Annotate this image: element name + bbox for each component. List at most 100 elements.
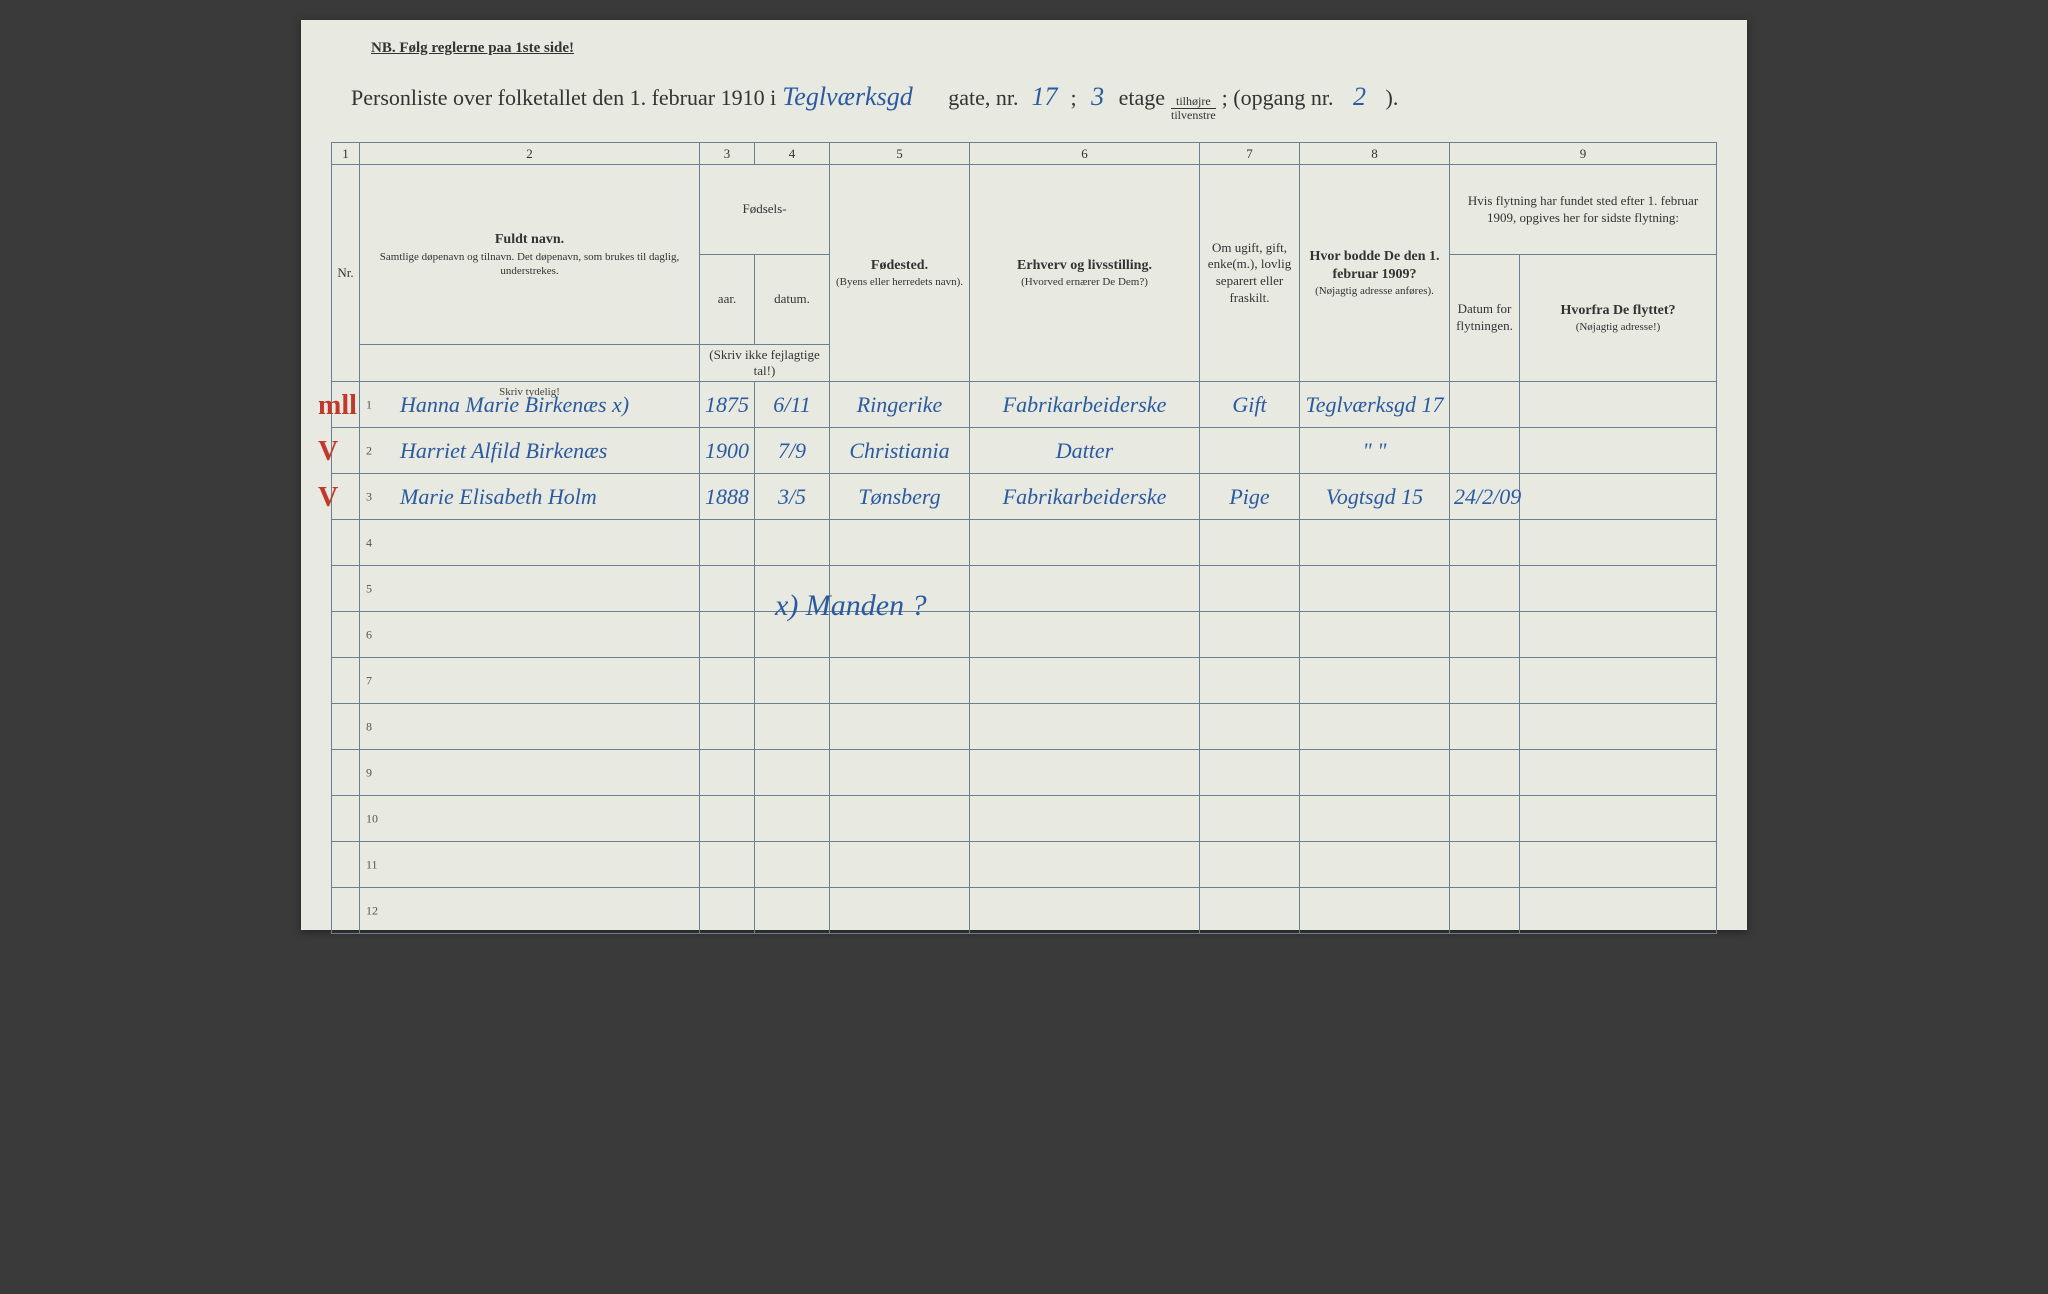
- birthplace-cell: [830, 658, 970, 704]
- marital-cell: [1200, 520, 1300, 566]
- row-number-label: 11: [366, 857, 378, 872]
- name-cell: 6: [360, 612, 700, 658]
- etage-label: etage: [1119, 85, 1165, 111]
- header-aar-note: (Skriv ikke fejlagtige tal!): [700, 345, 830, 382]
- occupation-cell: [970, 520, 1200, 566]
- move-date-cell: [1450, 750, 1520, 796]
- occupation-cell: Fabrikarbeiderske: [970, 474, 1200, 520]
- name-cell: 9: [360, 750, 700, 796]
- move-from-cell: [1520, 566, 1717, 612]
- move-from-cell: [1520, 474, 1717, 520]
- row-number-cell: [332, 520, 360, 566]
- move-date-cell: [1450, 842, 1520, 888]
- row-number-cell: V: [332, 428, 360, 474]
- date-cell: 3/5: [755, 474, 830, 520]
- move-date-cell: [1450, 796, 1520, 842]
- move-from-cell: [1520, 796, 1717, 842]
- marital-cell: Gift: [1200, 382, 1300, 428]
- year-cell: [700, 612, 755, 658]
- date-cell: [755, 888, 830, 934]
- occupation-cell: Fabrikarbeiderske: [970, 382, 1200, 428]
- year-cell: 1888: [700, 474, 755, 520]
- row-number-label: 7: [366, 673, 372, 688]
- prev-address-cell: [1300, 842, 1450, 888]
- title-close: ).: [1386, 85, 1399, 111]
- date-cell: 6/11: [755, 382, 830, 428]
- year-cell: [700, 520, 755, 566]
- table-row: mll1Skriv tydelig!Hanna Marie Birkenæs x…: [332, 382, 1717, 428]
- nb-instruction: NB. Følg reglerne paa 1ste side!: [371, 40, 1717, 57]
- occupation-cell-value: Fabrikarbeiderske: [1003, 392, 1167, 417]
- row-number-cell: [332, 566, 360, 612]
- header-nr: Nr.: [332, 165, 360, 382]
- prev-address-cell-value: " ": [1363, 438, 1387, 463]
- date-cell: [755, 658, 830, 704]
- move-date-cell: [1450, 612, 1520, 658]
- name-cell: 5: [360, 566, 700, 612]
- marital-cell: [1200, 612, 1300, 658]
- marital-cell: [1200, 658, 1300, 704]
- header-flyt-dato: Datum for flytningen.: [1450, 255, 1520, 382]
- marital-cell: [1200, 428, 1300, 474]
- date-cell: [755, 842, 830, 888]
- move-from-cell: [1520, 520, 1717, 566]
- date-cell: x) Manden ?: [755, 566, 830, 612]
- row-number-cell: mll: [332, 382, 360, 428]
- occupation-cell: [970, 566, 1200, 612]
- table-row: 5 x) Manden ?: [332, 566, 1717, 612]
- year-cell: [700, 750, 755, 796]
- prev-address-cell: [1300, 566, 1450, 612]
- row-number-cell: [332, 612, 360, 658]
- row-number-label: 1: [366, 397, 372, 412]
- date-cell-value: 7/9: [778, 438, 806, 463]
- name-cell: 11: [360, 842, 700, 888]
- skriv-tydelig-note: Skriv tydelig!: [499, 386, 560, 398]
- date-cell: [755, 704, 830, 750]
- year-cell-value: 1900: [705, 438, 749, 463]
- row-number-cell: [332, 842, 360, 888]
- date-cell: 7/9: [755, 428, 830, 474]
- occupation-cell: [970, 704, 1200, 750]
- name-cell: 4: [360, 520, 700, 566]
- title-row: Personliste over folketallet den 1. febr…: [351, 82, 1717, 122]
- table-row: 7: [332, 658, 1717, 704]
- birthplace-cell: [830, 520, 970, 566]
- occupation-cell: [970, 888, 1200, 934]
- table-row: 8: [332, 704, 1717, 750]
- prev-address-cell: [1300, 658, 1450, 704]
- move-date-cell: [1450, 520, 1520, 566]
- table-row: V3Marie Elisabeth Holm18883/5TønsbergFab…: [332, 474, 1717, 520]
- table-row: 10: [332, 796, 1717, 842]
- row-number-cell: [332, 796, 360, 842]
- date-cell: [755, 750, 830, 796]
- tilhojre-stack: tilhøjre tilvenstre: [1171, 95, 1216, 122]
- marital-cell: [1200, 888, 1300, 934]
- date-cell-value: 3/5: [778, 484, 806, 509]
- move-date-cell: [1450, 566, 1520, 612]
- year-cell: [700, 658, 755, 704]
- marital-cell-value: Pige: [1229, 484, 1269, 509]
- col-num-1: 1: [332, 143, 360, 165]
- birthplace-cell: Tønsberg: [830, 474, 970, 520]
- move-date-cell: [1450, 658, 1520, 704]
- col-num-3: 3: [700, 143, 755, 165]
- prev-address-cell: [1300, 612, 1450, 658]
- semicolon: ;: [1070, 85, 1076, 111]
- birthplace-cell: [830, 566, 970, 612]
- col-num-8: 8: [1300, 143, 1450, 165]
- red-check-mark: V: [318, 482, 338, 514]
- birthplace-cell: [830, 612, 970, 658]
- table-row: 9: [332, 750, 1717, 796]
- col-num-5: 5: [830, 143, 970, 165]
- table-body: mll1Skriv tydelig!Hanna Marie Birkenæs x…: [332, 382, 1717, 934]
- marital-cell: [1200, 704, 1300, 750]
- move-from-cell: [1520, 382, 1717, 428]
- year-cell: [700, 842, 755, 888]
- move-from-cell: [1520, 658, 1717, 704]
- prev-address-cell: [1300, 750, 1450, 796]
- year-cell: 1875: [700, 382, 755, 428]
- move-from-cell: [1520, 750, 1717, 796]
- prev-address-cell-value: Vogtsgd 15: [1326, 484, 1423, 509]
- name-cell: 3Marie Elisabeth Holm: [360, 474, 700, 520]
- person-name: Marie Elisabeth Holm: [400, 484, 597, 509]
